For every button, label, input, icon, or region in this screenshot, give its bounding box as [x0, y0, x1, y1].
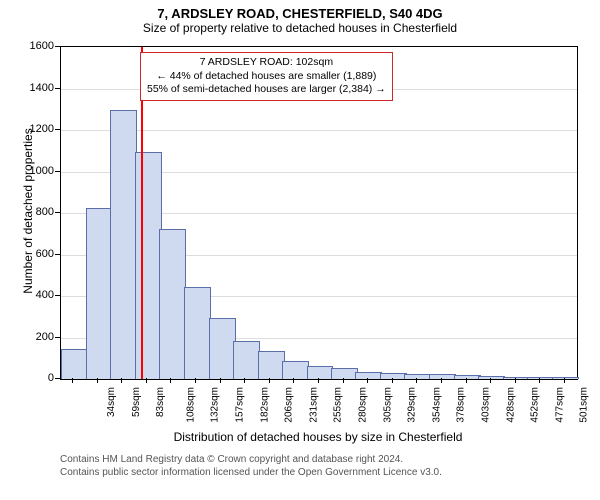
x-tick-label: 452sqm — [529, 387, 540, 423]
histogram-bar — [61, 349, 88, 379]
histogram-bar — [552, 377, 579, 379]
x-axis-label: Distribution of detached houses by size … — [60, 430, 576, 444]
x-tick-mark — [293, 378, 294, 383]
x-tick-mark — [121, 378, 122, 383]
y-tick-label: 200 — [26, 331, 54, 343]
chart-title: 7, ARDSLEY ROAD, CHESTERFIELD, S40 4DG — [0, 0, 600, 21]
y-tick-label: 600 — [26, 248, 54, 260]
histogram-bar — [184, 287, 211, 379]
y-tick-mark — [55, 295, 60, 296]
histogram-bar — [404, 374, 431, 379]
x-tick-label: 157sqm — [235, 387, 246, 423]
x-tick-label: 59sqm — [131, 387, 142, 417]
histogram-bar — [454, 375, 481, 379]
x-tick-mark — [97, 378, 98, 383]
y-tick-label: 400 — [26, 289, 54, 301]
callout-line-3: 55% of semi-detached houses are larger (… — [147, 83, 386, 97]
footer-line-2: Contains public sector information licen… — [60, 467, 442, 480]
x-tick-mark — [539, 378, 540, 383]
histogram-bar — [258, 351, 285, 379]
x-tick-label: 231sqm — [309, 387, 320, 423]
histogram-bar — [307, 366, 334, 379]
histogram-bar — [233, 341, 260, 379]
x-tick-mark — [490, 378, 491, 383]
x-tick-label: 501sqm — [578, 387, 589, 423]
x-tick-label: 329sqm — [406, 387, 417, 423]
callout-line-2: ← 44% of detached houses are smaller (1,… — [147, 70, 386, 84]
callout-line-1: 7 ARDSLEY ROAD: 102sqm — [147, 56, 386, 70]
x-tick-label: 428sqm — [505, 387, 516, 423]
x-tick-label: 206sqm — [284, 387, 295, 423]
chart-subtitle: Size of property relative to detached ho… — [0, 21, 600, 39]
histogram-bar — [331, 368, 358, 379]
chart-container: 7, ARDSLEY ROAD, CHESTERFIELD, S40 4DG S… — [0, 0, 600, 500]
histogram-bar — [86, 208, 113, 379]
x-tick-label: 34sqm — [106, 387, 117, 417]
x-tick-mark — [220, 378, 221, 383]
x-tick-label: 305sqm — [383, 387, 394, 423]
y-tick-label: 1400 — [26, 82, 54, 94]
histogram-bar — [478, 376, 505, 379]
histogram-bar — [527, 377, 554, 379]
x-tick-mark — [392, 378, 393, 383]
y-tick-mark — [55, 88, 60, 89]
x-tick-label: 378sqm — [455, 387, 466, 423]
x-tick-label: 83sqm — [155, 387, 166, 417]
x-tick-mark — [564, 378, 565, 383]
x-tick-mark — [170, 378, 171, 383]
histogram-bar — [209, 318, 236, 379]
x-tick-label: 477sqm — [554, 387, 565, 423]
histogram-bar — [429, 374, 456, 379]
histogram-bar — [159, 229, 186, 379]
y-tick-mark — [55, 129, 60, 130]
y-tick-label: 1000 — [26, 165, 54, 177]
y-tick-mark — [55, 46, 60, 47]
callout-box: 7 ARDSLEY ROAD: 102sqm ← 44% of detached… — [140, 52, 393, 101]
footer-line-1: Contains HM Land Registry data © Crown c… — [60, 454, 442, 467]
x-tick-mark — [72, 378, 73, 383]
x-tick-mark — [441, 378, 442, 383]
x-tick-label: 255sqm — [333, 387, 344, 423]
x-tick-mark — [343, 378, 344, 383]
x-tick-mark — [244, 378, 245, 383]
gridline — [61, 130, 577, 131]
y-tick-label: 1200 — [26, 123, 54, 135]
y-tick-label: 0 — [26, 372, 54, 384]
x-tick-label: 280sqm — [358, 387, 369, 423]
footer-attribution: Contains HM Land Registry data © Crown c… — [60, 454, 442, 479]
x-tick-mark — [367, 378, 368, 383]
x-tick-label: 182sqm — [260, 387, 271, 423]
histogram-bar — [135, 152, 162, 379]
y-tick-mark — [55, 378, 60, 379]
x-tick-mark — [318, 378, 319, 383]
y-tick-label: 800 — [26, 206, 54, 218]
x-tick-mark — [195, 378, 196, 383]
x-tick-mark — [416, 378, 417, 383]
x-tick-mark — [269, 378, 270, 383]
histogram-bar — [503, 377, 530, 379]
y-tick-mark — [55, 212, 60, 213]
histogram-bar — [380, 373, 407, 379]
x-tick-mark — [466, 378, 467, 383]
histogram-bar — [355, 372, 382, 379]
y-tick-mark — [55, 171, 60, 172]
y-tick-label: 1600 — [26, 40, 54, 52]
y-tick-mark — [55, 337, 60, 338]
x-tick-mark — [515, 378, 516, 383]
x-tick-label: 132sqm — [210, 387, 221, 423]
histogram-bar — [282, 361, 309, 379]
x-tick-label: 354sqm — [431, 387, 442, 423]
histogram-bar — [110, 110, 137, 379]
x-tick-label: 108sqm — [186, 387, 197, 423]
y-tick-mark — [55, 254, 60, 255]
x-tick-label: 403sqm — [480, 387, 491, 423]
x-tick-mark — [146, 378, 147, 383]
